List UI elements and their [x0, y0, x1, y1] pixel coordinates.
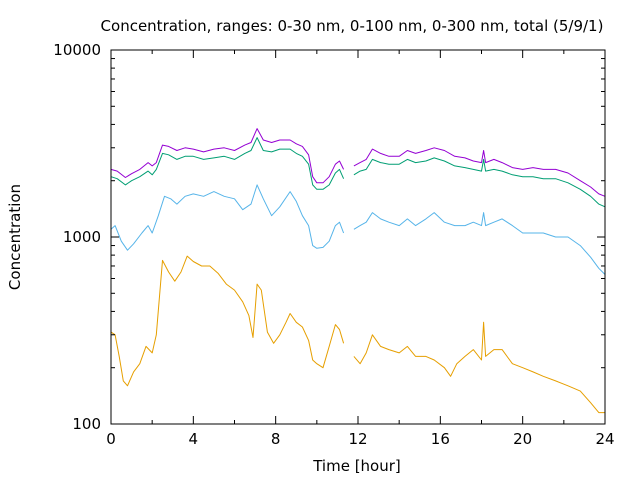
- x-tick-label: 8: [271, 430, 281, 448]
- y-axis-label: Concentration: [6, 184, 24, 290]
- x-tick-label: 0: [106, 430, 116, 448]
- series-4-line-segment-2: [353, 321, 605, 414]
- series-3-line-segment-1: [110, 184, 345, 251]
- x-axis-label: Time [hour]: [312, 457, 401, 475]
- x-tick-label: 12: [348, 430, 367, 448]
- series-2-line-segment-1: [110, 137, 345, 190]
- ticks-layer: 0 4 8 12 16 20 24 100 1000 10000: [53, 41, 614, 448]
- x-tick-label: 20: [513, 430, 532, 448]
- series-1-line-segment-2: [353, 147, 606, 197]
- series-3-line-segment-2: [353, 212, 606, 275]
- series-4-line-segment-1: [110, 255, 345, 387]
- series-layer: [110, 128, 606, 414]
- series-1-line-segment-1: [110, 128, 345, 184]
- x-tick-label: 16: [431, 430, 450, 448]
- series-2-line-segment-2: [353, 157, 606, 208]
- plot-frame: [110, 49, 606, 425]
- x-tick-label: 4: [189, 430, 199, 448]
- y-tick-label: 100: [72, 415, 101, 433]
- x-tick-label: 24: [595, 430, 614, 448]
- y-tick-label: 10000: [53, 41, 101, 59]
- chart-title: Concentration, ranges: 0-30 nm, 0-100 nm…: [101, 17, 604, 35]
- y-tick-label: 1000: [63, 228, 101, 246]
